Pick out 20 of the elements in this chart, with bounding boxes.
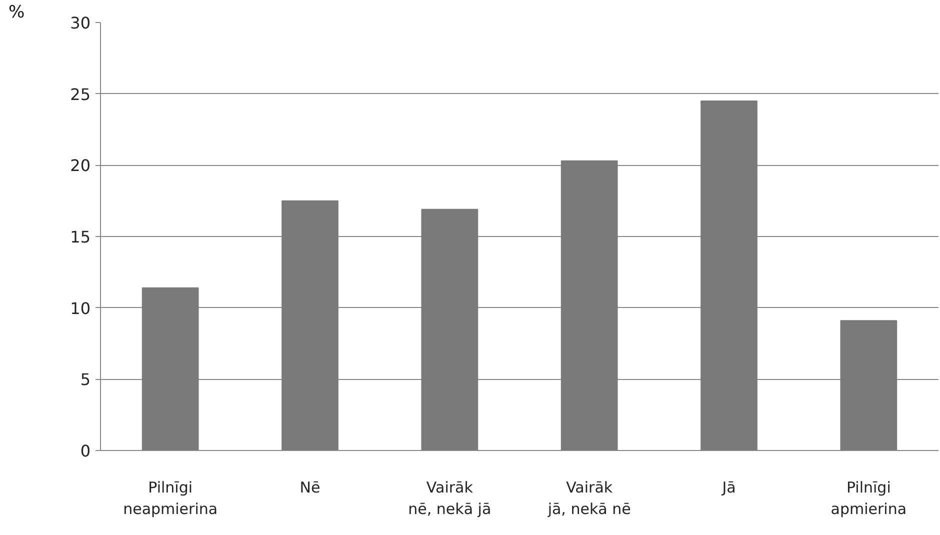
bar xyxy=(560,160,618,450)
y-tick-label: 10 xyxy=(70,298,90,318)
y-tick-label: 0 xyxy=(80,442,91,460)
bar xyxy=(142,287,199,450)
x-tick-label: Pilnīgi apmierina xyxy=(830,478,907,518)
y-axis-title: % xyxy=(8,2,25,22)
bar xyxy=(700,100,758,450)
y-tick-label: 5 xyxy=(80,370,91,390)
bar xyxy=(421,208,478,450)
y-tick-label: 15 xyxy=(70,228,90,246)
y-tick-label: 25 xyxy=(70,84,90,104)
x-tick-label: Nē xyxy=(300,478,320,496)
x-tick-label: Vairāk jā, nekā nē xyxy=(546,478,631,518)
bar xyxy=(282,200,338,450)
bar xyxy=(840,320,898,450)
x-tick-label: Pilnīgi neapmierina xyxy=(123,478,218,518)
x-tick-label: Vairāk nē, nekā jā xyxy=(408,478,492,518)
x-tick-label: Jā xyxy=(721,478,736,496)
y-tick-label: 20 xyxy=(70,156,90,176)
y-tick-label: 30 xyxy=(70,14,90,32)
